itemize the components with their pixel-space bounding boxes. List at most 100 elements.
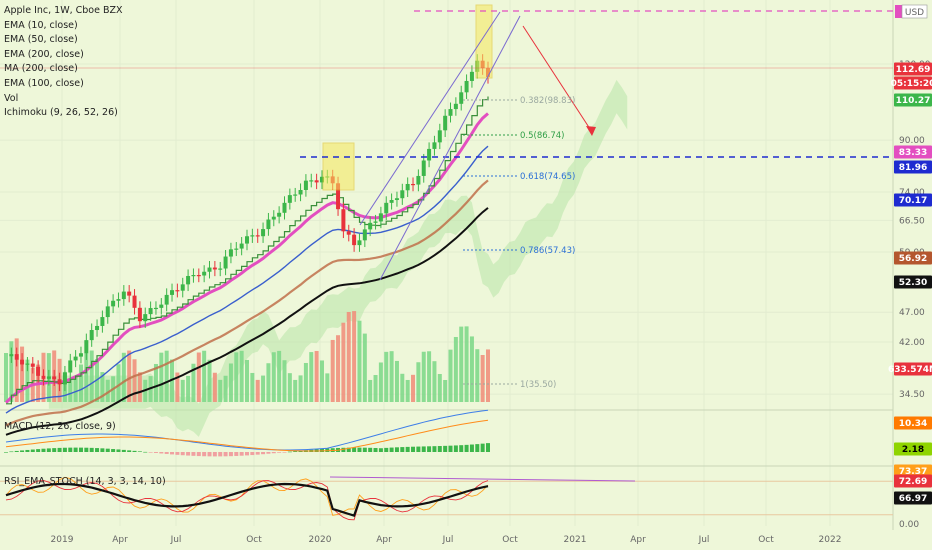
price-tick-label: 74.00 <box>899 188 925 198</box>
price-tag <box>894 62 932 76</box>
legend-ema100[interactable]: EMA (100, close) <box>4 77 84 89</box>
volume-bar <box>212 372 217 402</box>
price-tag <box>894 275 932 289</box>
candle-body <box>368 222 373 230</box>
macd-histogram-bar <box>394 447 399 452</box>
macd-histogram-bar <box>121 449 126 452</box>
volume-bar <box>228 363 233 402</box>
candle-body <box>362 229 367 241</box>
candle-body <box>448 109 453 116</box>
candle-body <box>73 356 78 361</box>
macd-histogram-bar <box>416 446 421 452</box>
time-tick-label: Jul <box>698 535 710 545</box>
volume-bar <box>277 350 282 402</box>
candle-body <box>255 235 260 237</box>
candle-body <box>314 180 319 183</box>
legend-ema50[interactable]: EMA (50, close) <box>4 34 78 46</box>
macd-histogram-bar <box>282 452 287 453</box>
candle-body <box>271 216 276 220</box>
macd-histogram-bar <box>459 445 464 452</box>
candle-body <box>137 307 142 322</box>
macd-histogram-bar <box>14 450 19 452</box>
ema100-line <box>5 145 489 414</box>
candle-body <box>394 198 399 201</box>
fib-level-label: 0.382(98.83) <box>520 96 575 106</box>
candle-body <box>266 219 271 230</box>
macd-histogram-bar <box>239 452 244 456</box>
price-tag <box>894 193 932 207</box>
price-tick-label: 34.50 <box>899 390 925 400</box>
volume-bar <box>405 379 410 402</box>
macd-tag-label: 10.34 <box>899 419 927 429</box>
volume-bar <box>378 362 383 402</box>
candle-body <box>443 115 448 131</box>
candle-body <box>416 175 421 185</box>
macd-histogram-bar <box>116 449 121 452</box>
price-tag <box>894 93 932 107</box>
legend-title[interactable]: Apple Inc, 1W, Cboe BZX <box>4 5 123 16</box>
price-tick-label: 47.00 <box>899 308 925 318</box>
price-tag-label: 83.33 <box>899 148 927 158</box>
price-tag-label: 81.96 <box>899 163 927 173</box>
macd-histogram-bar <box>218 452 223 457</box>
macd-histogram-bar <box>453 445 458 452</box>
price-tag <box>894 145 932 159</box>
candle-body <box>148 308 153 315</box>
time-tick-label: Apr <box>376 535 392 545</box>
rsi-label[interactable]: RSI_EMA_STOCH (14, 3, 3, 14, 10) <box>4 476 166 487</box>
legend-ema200[interactable]: EMA (200, close) <box>4 48 84 60</box>
macd-histogram-bar <box>437 446 442 452</box>
volume-bar <box>84 352 89 402</box>
volume-bar <box>400 373 405 402</box>
candle-body <box>389 200 394 203</box>
volume-bar <box>330 339 335 402</box>
macd-histogram-bar <box>266 452 271 454</box>
macd-histogram-bar <box>411 446 416 452</box>
fib-level-label: 1(35.50) <box>520 380 556 390</box>
candle-body <box>9 354 14 357</box>
macd-histogram-bar <box>153 452 158 453</box>
legend-vol[interactable]: Vol <box>4 92 19 104</box>
macd-histogram-bar <box>207 452 212 457</box>
macd-histogram-bar <box>159 452 164 454</box>
volume-bar <box>469 336 474 402</box>
legend-ma200[interactable]: MA (200, close) <box>4 63 78 75</box>
rsi-tag-label: 73.37 <box>899 467 927 477</box>
macd-label[interactable]: MACD (12, 26, close, 9) <box>4 421 116 432</box>
legend-ema10[interactable]: EMA (10, close) <box>4 19 78 31</box>
legend-ichimoku[interactable]: Ichimoku (9, 26, 52, 26) <box>4 107 118 119</box>
volume-bar <box>309 352 314 402</box>
volume-bar <box>68 379 73 402</box>
candle-body <box>170 290 175 295</box>
time-tick-label: Jul <box>442 535 454 545</box>
candle-body <box>239 243 244 249</box>
price-axis: 120.0090.0074.0066.5059.0047.0042.0034.5… <box>888 4 932 530</box>
candle-body <box>202 271 207 276</box>
macd-histogram-bar <box>170 452 175 455</box>
volume-bar <box>25 359 30 402</box>
candle-body <box>234 248 239 250</box>
volume-bar <box>164 350 169 402</box>
time-tick-label: Oct <box>246 535 262 545</box>
candle-body <box>207 267 212 272</box>
macd-histogram-bar <box>68 447 73 452</box>
ma200-line <box>5 207 489 436</box>
time-tick-label: Apr <box>112 535 128 545</box>
macd-histogram-bar <box>105 448 110 452</box>
macd-histogram-bar <box>352 447 357 452</box>
volume-bar <box>346 311 351 402</box>
volume-bar <box>191 363 196 402</box>
volume-bar <box>448 349 453 402</box>
price-tick-label: 66.50 <box>899 216 925 226</box>
volume-bar <box>250 372 255 402</box>
candle-body <box>411 183 416 186</box>
rsi-tag-label: 72.69 <box>899 477 927 487</box>
macd-histogram-bar <box>111 449 116 452</box>
macd-histogram-bar <box>469 444 474 452</box>
macd-histogram-bar <box>389 447 394 452</box>
price-tick-label: 90.00 <box>899 136 925 146</box>
macd-histogram-bar <box>245 452 249 456</box>
candle-body <box>164 294 169 305</box>
volume-bar <box>175 372 180 402</box>
